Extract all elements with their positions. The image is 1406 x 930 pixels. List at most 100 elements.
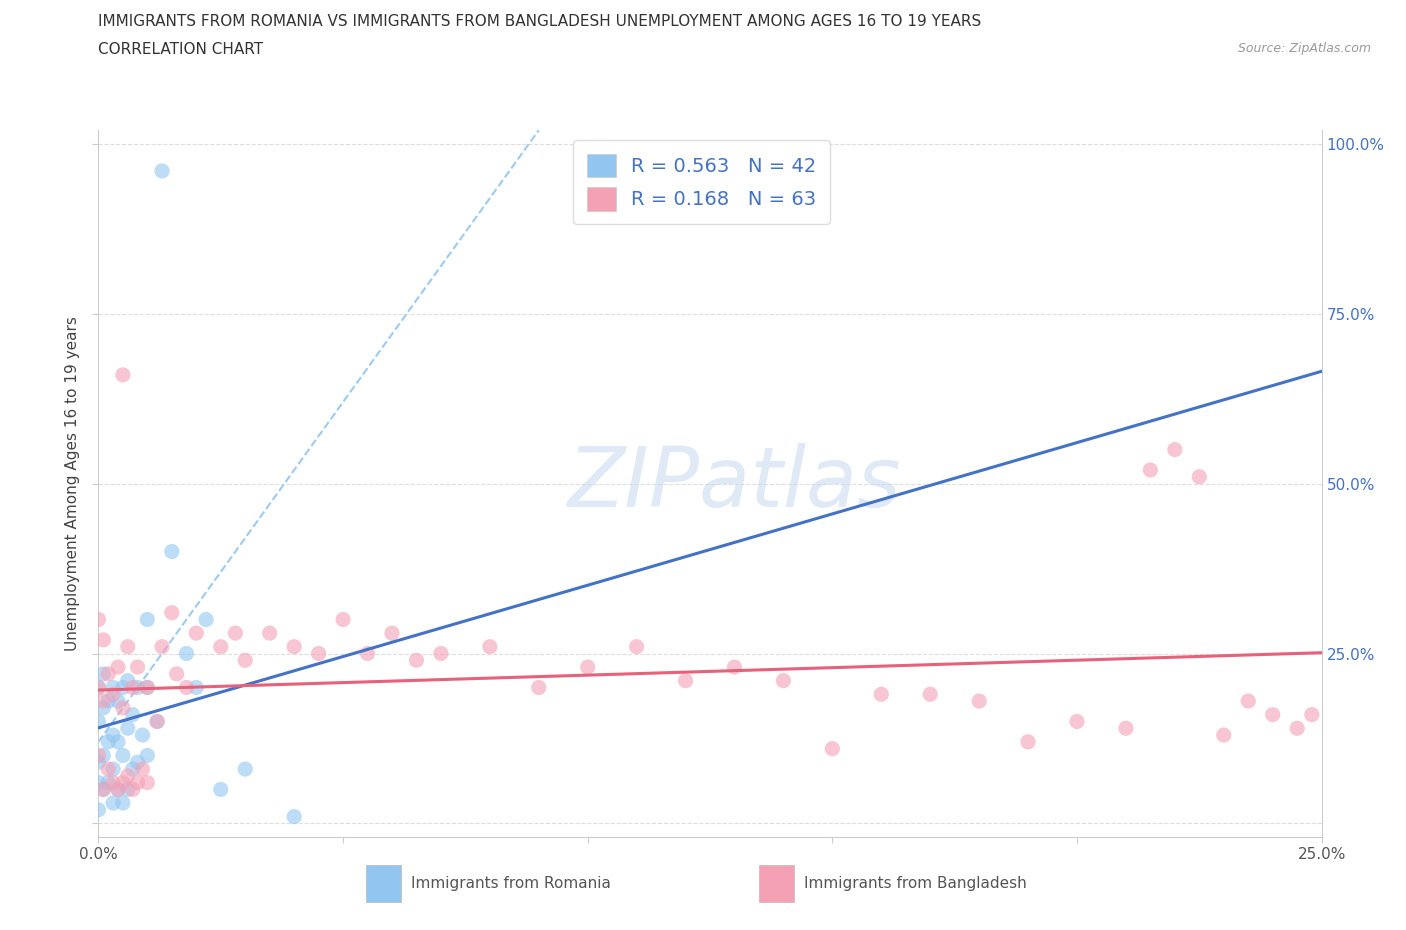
Point	[146, 714, 169, 729]
Point	[91, 667, 114, 682]
Point	[224, 626, 246, 641]
Point	[332, 612, 354, 627]
Point	[87, 748, 110, 763]
Point	[131, 762, 153, 777]
Point	[967, 694, 990, 709]
Point	[97, 667, 120, 682]
Point	[1301, 707, 1323, 722]
Point	[111, 776, 134, 790]
Point	[160, 605, 183, 620]
Point	[527, 680, 550, 695]
Point	[107, 694, 129, 709]
Point	[131, 727, 153, 742]
Point	[1139, 462, 1161, 477]
Point	[920, 687, 942, 702]
Point	[121, 680, 143, 695]
Point	[136, 680, 159, 695]
Point	[166, 667, 188, 682]
Point	[87, 776, 110, 790]
Point	[87, 680, 110, 695]
Point	[478, 639, 501, 654]
Point	[111, 748, 134, 763]
Point	[195, 612, 218, 627]
Point	[97, 735, 120, 750]
Point	[111, 367, 134, 382]
Point	[87, 714, 110, 729]
Point	[127, 776, 149, 790]
Point	[283, 809, 305, 824]
Point	[111, 680, 134, 695]
Point	[91, 632, 114, 647]
Point	[356, 646, 378, 661]
Point	[97, 694, 120, 709]
Point	[870, 687, 893, 702]
Point	[107, 659, 129, 674]
Point	[1066, 714, 1088, 729]
Text: Source: ZipAtlas.com: Source: ZipAtlas.com	[1237, 42, 1371, 55]
Point	[101, 680, 124, 695]
Point	[308, 646, 330, 661]
Point	[107, 782, 129, 797]
Point	[87, 680, 110, 695]
Point	[1188, 470, 1211, 485]
Point	[91, 748, 114, 763]
Point	[136, 776, 159, 790]
Point	[101, 687, 124, 702]
Point	[1237, 694, 1260, 709]
Point	[127, 755, 149, 770]
Point	[675, 673, 697, 688]
Point	[405, 653, 427, 668]
Point	[381, 626, 404, 641]
Point	[107, 735, 129, 750]
Point	[1164, 442, 1187, 457]
Text: Immigrants from Bangladesh: Immigrants from Bangladesh	[804, 876, 1026, 891]
Point	[233, 762, 256, 777]
Point	[136, 748, 159, 763]
Point	[723, 659, 745, 674]
Point	[101, 762, 124, 777]
Point	[117, 782, 139, 797]
Point	[146, 714, 169, 729]
Point	[150, 639, 173, 654]
Point	[121, 707, 143, 722]
Point	[101, 776, 124, 790]
Point	[111, 700, 134, 715]
Point	[576, 659, 599, 674]
Point	[91, 694, 114, 709]
Text: Immigrants from Romania: Immigrants from Romania	[411, 876, 610, 891]
Point	[117, 639, 139, 654]
Point	[127, 680, 149, 695]
Point	[91, 700, 114, 715]
Point	[87, 612, 110, 627]
Point	[1261, 707, 1284, 722]
Point	[127, 659, 149, 674]
Point	[91, 782, 114, 797]
Point	[91, 782, 114, 797]
Point	[176, 646, 198, 661]
Point	[209, 639, 232, 654]
Point	[186, 680, 208, 695]
Legend: R = 0.563   N = 42, R = 0.168   N = 63: R = 0.563 N = 42, R = 0.168 N = 63	[574, 140, 830, 224]
Point	[111, 795, 134, 810]
Point	[97, 762, 120, 777]
Point	[117, 721, 139, 736]
Point	[160, 544, 183, 559]
Point	[87, 755, 110, 770]
Point	[176, 680, 198, 695]
Point	[1017, 735, 1039, 750]
Point	[209, 782, 232, 797]
Point	[121, 782, 143, 797]
Text: IMMIGRANTS FROM ROMANIA VS IMMIGRANTS FROM BANGLADESH UNEMPLOYMENT AMONG AGES 16: IMMIGRANTS FROM ROMANIA VS IMMIGRANTS FR…	[98, 14, 981, 29]
Point	[101, 795, 124, 810]
Point	[259, 626, 281, 641]
Text: ZIPatlas: ZIPatlas	[568, 443, 901, 525]
Point	[117, 768, 139, 783]
Point	[136, 612, 159, 627]
Bar	[759, 865, 794, 902]
Point	[150, 164, 173, 179]
Text: CORRELATION CHART: CORRELATION CHART	[98, 42, 263, 57]
Point	[283, 639, 305, 654]
Point	[121, 762, 143, 777]
Point	[87, 803, 110, 817]
Point	[186, 626, 208, 641]
